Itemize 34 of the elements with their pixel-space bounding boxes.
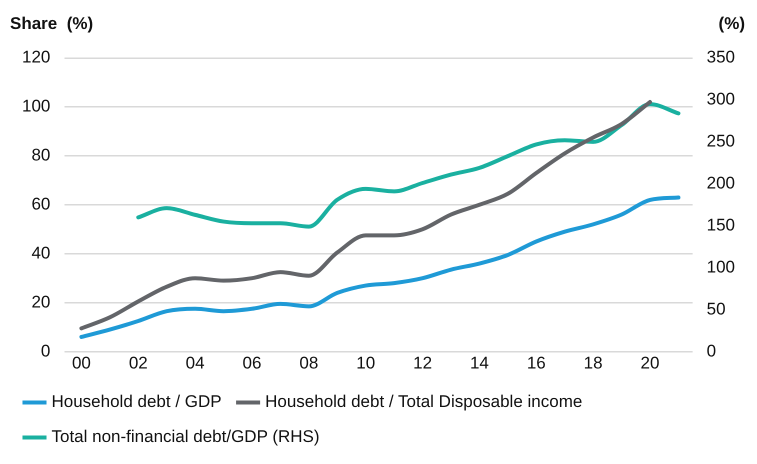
y2-tick-label: 200 xyxy=(706,174,736,193)
legend-label: Household debt / GDP xyxy=(52,392,222,412)
line-series xyxy=(79,100,652,330)
y2-tick-label: 50 xyxy=(706,299,726,318)
line-series xyxy=(136,102,680,229)
y2-tick-label: 300 xyxy=(706,90,736,109)
x-tick-label: 10 xyxy=(356,353,376,372)
y-tick-label: 100 xyxy=(22,96,50,116)
y2-tick-label: 100 xyxy=(706,257,736,276)
y2-tick-label: 250 xyxy=(706,132,736,151)
y-tick-label: 20 xyxy=(31,292,50,312)
x-tick-label: 08 xyxy=(299,353,318,372)
y-axis-title: Share (%) xyxy=(10,14,94,34)
y2-tick-label: 350 xyxy=(706,48,736,67)
x-tick-label: 18 xyxy=(584,353,603,372)
legend-label: Household debt / Total Disposable income xyxy=(265,392,582,412)
y2-tick-label: 150 xyxy=(706,215,736,234)
x-tick-label: 20 xyxy=(640,353,660,372)
y-tick-label: 80 xyxy=(31,146,50,165)
y-tick-label: 40 xyxy=(31,243,50,262)
legend-label: Total non-financial debt/GDP (RHS) xyxy=(52,427,320,446)
y2-tick-label: 0 xyxy=(706,341,716,360)
x-tick-label: 06 xyxy=(242,353,262,372)
x-tick-label: 14 xyxy=(470,353,489,372)
x-tick-label: 04 xyxy=(186,353,205,372)
y-tick-label: 120 xyxy=(22,48,50,67)
y-tick-label: 60 xyxy=(31,194,50,214)
line-series xyxy=(79,195,680,339)
x-tick-label: 00 xyxy=(72,353,91,372)
x-tick-label: 16 xyxy=(526,353,546,372)
x-tick-label: 12 xyxy=(413,353,432,372)
y-tick-label: 0 xyxy=(40,341,50,360)
x-tick-label: 02 xyxy=(128,353,148,372)
y2-axis-title: (%) xyxy=(718,14,745,34)
